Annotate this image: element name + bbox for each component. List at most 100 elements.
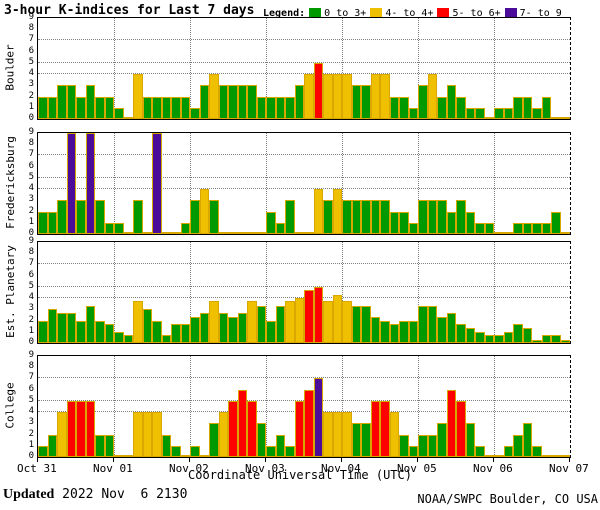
k-bar bbox=[503, 445, 513, 457]
gridline-vertical bbox=[190, 242, 191, 343]
k-bar bbox=[133, 200, 143, 234]
y-tick-label: 9 bbox=[28, 350, 34, 360]
k-bar bbox=[161, 434, 171, 457]
legend-item-yellow: 4- to 4+ bbox=[370, 7, 433, 19]
y-tick-label: 2 bbox=[28, 205, 34, 216]
y-tick-label: 6 bbox=[28, 383, 34, 394]
y-tick-label: 3 bbox=[28, 194, 34, 205]
k-bar bbox=[380, 320, 390, 343]
k-bar bbox=[85, 133, 95, 234]
k-bar bbox=[38, 320, 48, 343]
k-bar bbox=[465, 211, 475, 234]
k-bar bbox=[209, 301, 219, 343]
k-bar bbox=[190, 107, 200, 119]
k-bar bbox=[190, 317, 200, 343]
k-bar bbox=[161, 335, 171, 343]
k-bar bbox=[275, 96, 285, 119]
red-swatch-icon bbox=[437, 7, 450, 19]
k-bar bbox=[228, 400, 238, 457]
k-bar bbox=[114, 331, 124, 343]
k-bar bbox=[95, 200, 105, 234]
k-bar bbox=[180, 96, 190, 119]
k-bar bbox=[446, 312, 456, 343]
k-bar bbox=[342, 200, 352, 234]
k-bar bbox=[85, 305, 95, 343]
updated-label: Updated bbox=[3, 487, 55, 502]
updated-value: 2022 Nov 6 2130 bbox=[54, 487, 188, 502]
y-tick-label: 0 bbox=[28, 451, 34, 461]
k-bar bbox=[66, 85, 76, 119]
gridline-horizontal bbox=[38, 263, 570, 265]
k-bar bbox=[142, 96, 152, 119]
gridline-horizontal bbox=[38, 61, 570, 63]
k-bar bbox=[133, 412, 143, 457]
k-bar bbox=[503, 232, 513, 234]
k-bar bbox=[503, 107, 513, 119]
k-bar bbox=[456, 96, 466, 119]
y-tick-label: 4 bbox=[28, 183, 34, 194]
gridline-vertical bbox=[114, 18, 115, 119]
gridline-vertical bbox=[114, 133, 115, 234]
k-bar bbox=[152, 320, 162, 343]
gridline-vertical bbox=[266, 18, 267, 119]
k-bar bbox=[323, 412, 333, 457]
panel-plot-fredericksburg bbox=[37, 132, 571, 235]
k-bar bbox=[332, 74, 342, 119]
k-bar bbox=[437, 423, 447, 457]
k-bar bbox=[266, 211, 276, 234]
k-bar bbox=[465, 423, 475, 457]
k-bar bbox=[171, 445, 181, 457]
k-bar bbox=[285, 301, 295, 343]
gridline-horizontal bbox=[38, 285, 570, 287]
k-bar bbox=[456, 323, 466, 343]
k-bar bbox=[104, 222, 114, 234]
k-bar bbox=[389, 211, 399, 234]
k-bar bbox=[389, 323, 399, 343]
y-tick-label: 2 bbox=[28, 90, 34, 101]
x-tick-label: Nov 03 bbox=[245, 462, 285, 475]
k-bar bbox=[456, 200, 466, 234]
legend-item-purple: 7- to 9 bbox=[504, 7, 562, 19]
k-bar bbox=[57, 312, 67, 343]
k-bar bbox=[351, 423, 361, 457]
x-axis-title: Coordinate Universal Time (UTC) bbox=[188, 468, 412, 482]
gridline-horizontal bbox=[38, 154, 570, 156]
k-bar bbox=[446, 211, 456, 234]
updated-timestamp: Updated 2022 Nov 6 2130 bbox=[3, 487, 187, 503]
k-bar bbox=[285, 445, 295, 457]
k-bar bbox=[114, 222, 124, 234]
legend-item-green: 0 to 3+ bbox=[309, 7, 366, 19]
k-bar bbox=[256, 305, 266, 343]
k-bar bbox=[57, 200, 67, 234]
k-bar bbox=[532, 222, 542, 234]
k-bar bbox=[76, 320, 86, 343]
k-bar bbox=[133, 74, 143, 119]
k-bar bbox=[323, 74, 333, 119]
k-bar bbox=[332, 294, 342, 343]
k-bar bbox=[152, 412, 162, 457]
k-bar bbox=[256, 96, 266, 119]
k-bar bbox=[323, 200, 333, 234]
purple-swatch-icon bbox=[504, 7, 517, 19]
y-tick-label: 4 bbox=[28, 68, 34, 79]
k-bar bbox=[85, 85, 95, 119]
gridline-vertical bbox=[266, 356, 267, 457]
x-tick-mark bbox=[569, 458, 570, 462]
k-bar bbox=[304, 389, 314, 457]
k-bar bbox=[142, 232, 152, 234]
y-tick-label: 1 bbox=[28, 439, 34, 450]
x-tick-label: Nov 02 bbox=[169, 462, 209, 475]
k-bar bbox=[465, 328, 475, 343]
y-tick-label: 3 bbox=[28, 417, 34, 428]
k-bar bbox=[313, 189, 323, 234]
y-tick-label: 5 bbox=[28, 394, 34, 405]
k-bar bbox=[47, 211, 57, 234]
gridline-horizontal bbox=[38, 39, 570, 41]
x-tick-label: Oct 31 bbox=[17, 462, 57, 475]
y-tick-label: 2 bbox=[28, 428, 34, 439]
k-bar bbox=[551, 335, 561, 343]
k-bar bbox=[532, 445, 542, 457]
k-bar bbox=[513, 434, 523, 457]
k-bar bbox=[256, 423, 266, 457]
chart-title: 3-hour K-indices for Last 7 days bbox=[4, 3, 255, 18]
